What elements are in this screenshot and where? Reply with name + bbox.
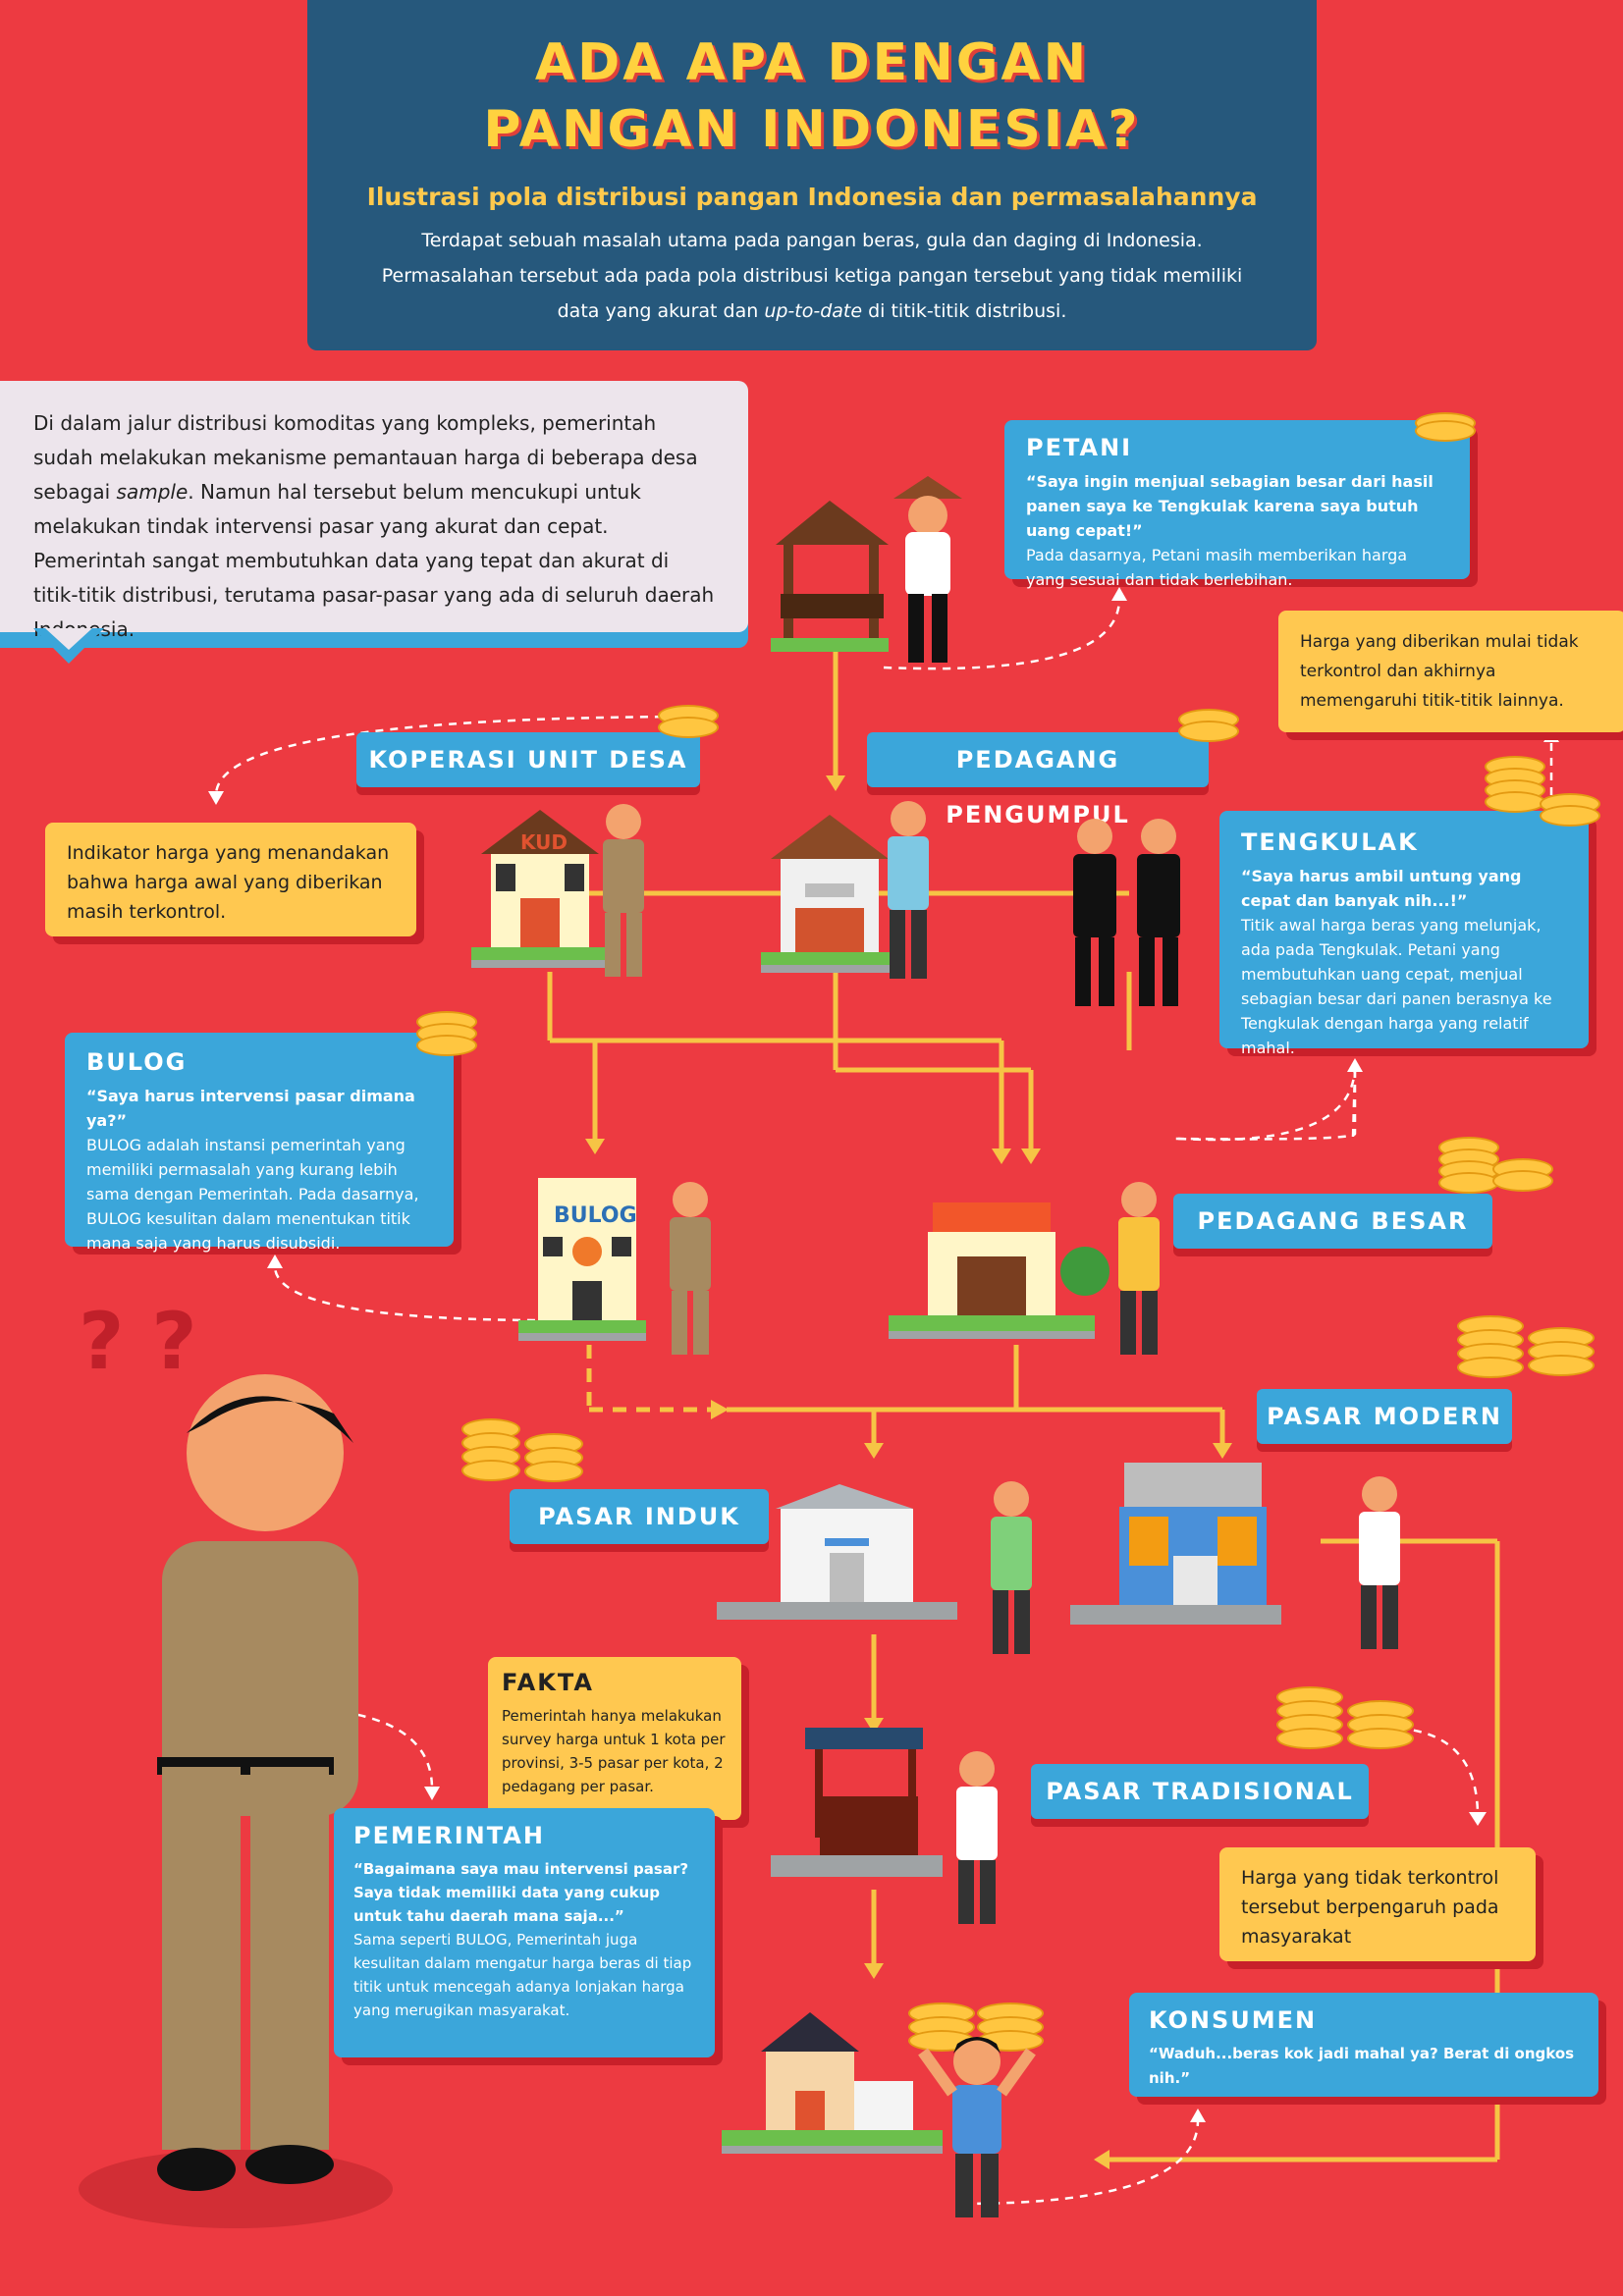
pasar-tradisional-figure [956, 1751, 998, 1924]
coin-icon [524, 1461, 583, 1482]
coin-icon [1485, 791, 1545, 813]
coin-icon [1492, 1170, 1553, 1192]
label-pedagang-besar: PEDAGANG BESAR [1173, 1194, 1492, 1249]
coin-icon [1540, 805, 1600, 827]
pasar-modern-building [1070, 1463, 1281, 1625]
tengkulak-body: Titik awal harga beras yang melunjak, ad… [1241, 916, 1552, 1057]
pemerintah-body: Sama seperti BULOG, Pemerintah juga kesu… [353, 1931, 692, 2019]
label-kud: KOPERASI UNIT DESA [356, 732, 700, 787]
label-pasar-tradisional: PASAR TRADISIONAL [1031, 1764, 1369, 1819]
tengkulak-box: TENGKULAK “Saya harus ambil untung yang … [1219, 811, 1589, 1057]
question-marks-icon: ? ? [79, 1296, 197, 1387]
bulog-quote: “Saya harus intervensi pasar dimana ya?” [86, 1087, 415, 1130]
coin-icon [1415, 420, 1476, 442]
title-line-1: ADA APA DENGAN [534, 33, 1090, 92]
bulog-body: BULOG adalah instansi pemerintah yang me… [86, 1136, 419, 1253]
konsumen-quote: “Waduh...beras kok jadi mahal ya? Berat … [1149, 2045, 1575, 2087]
kud-officer-figure [603, 804, 644, 977]
intro-speech-box: Di dalam jalur distribusi komoditas yang… [0, 381, 748, 641]
pedagang-besar-building [889, 1202, 1109, 1339]
bulog-title: BULOG [86, 1048, 188, 1076]
pasar-induk-building [717, 1484, 957, 1620]
konsumen-figure [918, 2037, 1036, 2217]
note-uncontrolled: Harga yang diberikan mulai tidak terkont… [1278, 611, 1623, 732]
coin-icon [416, 1035, 477, 1056]
petani-quote: “Saya ingin menjual sebagian besar dari … [1026, 472, 1434, 540]
petani-title: PETANI [1026, 434, 1133, 461]
note-controlled: Indikator harga yang menandakan bahwa ha… [45, 823, 416, 936]
title-line-2: PANGAN INDONESIA? [483, 100, 1141, 159]
note-society: Harga yang tidak terkontrol tersebut ber… [1219, 1847, 1536, 1961]
bulog-box: BULOG “Saya harus intervensi pasar diman… [65, 1033, 454, 1253]
coin-icon [1347, 1728, 1414, 1749]
konsumen-box: KONSUMEN “Waduh...beras kok jadi mahal y… [1129, 1993, 1598, 2097]
petani-box: PETANI “Saya ingin menjual sebagian besa… [1004, 420, 1470, 589]
label-pasar-induk: PASAR INDUK [510, 1489, 769, 1544]
fakta-box: FAKTA Pemerintah hanya melakukan survey … [488, 1657, 741, 1820]
coin-icon [461, 1460, 520, 1481]
speech-tail-inner [45, 628, 92, 650]
pemerintah-box: PEMERINTAH “Bagaimana saya mau intervens… [334, 1808, 715, 2057]
intro-text: Di dalam jalur distribusi komoditas yang… [33, 411, 715, 641]
page-title: ADA APA DENGAN PANGAN INDONESIA? [307, 29, 1317, 163]
label-pengumpul: PEDAGANG PENGUMPUL [867, 732, 1209, 828]
header-description: Terdapat sebuah masalah utama pada panga… [381, 230, 1243, 322]
tengkulak-figures [1073, 819, 1180, 1006]
pedagang-besar-figure [1118, 1182, 1160, 1355]
petani-body: Pada dasarnya, Petani masih memberikan h… [1026, 546, 1408, 589]
pasar-induk-figure [991, 1481, 1032, 1654]
page-subtitle: Ilustrasi pola distribusi pangan Indones… [366, 183, 1258, 211]
bulog-officer-figure [670, 1182, 711, 1355]
kud-sign: KUD [520, 830, 568, 854]
konsumen-house [722, 2012, 943, 2154]
pasar-tradisional-stall [771, 1728, 943, 1877]
fakta-body: Pemerintah hanya melakukan survey harga … [502, 1707, 726, 1795]
coin-icon [1438, 1172, 1499, 1194]
pemerintah-figure [79, 1374, 393, 2228]
pasar-modern-figure [1359, 1476, 1400, 1649]
coin-icon [1457, 1357, 1524, 1378]
tengkulak-title: TENGKULAK [1241, 828, 1419, 856]
pengumpul-building [761, 815, 898, 973]
bulog-sign: BULOG [554, 1203, 637, 1228]
konsumen-title: KONSUMEN [1149, 2006, 1318, 2034]
gazebo-illustration [771, 501, 889, 652]
bulog-building: BULOG [518, 1178, 646, 1341]
tengkulak-quote: “Saya harus ambil untung yang cepat dan … [1241, 867, 1522, 910]
label-pasar-modern: PASAR MODERN [1257, 1389, 1512, 1444]
kud-building: KUD [471, 810, 609, 968]
coin-icon [1276, 1728, 1343, 1749]
pemerintah-title: PEMERINTAH [353, 1822, 545, 1849]
pengumpul-figure [888, 801, 929, 979]
coin-icon [658, 717, 719, 738]
pemerintah-quote: “Bagaimana saya mau intervensi pasar? Sa… [353, 1860, 689, 1925]
coin-icon [1178, 721, 1239, 742]
coin-icon [1528, 1355, 1595, 1376]
header-panel: ADA APA DENGAN PANGAN INDONESIA? Ilustra… [307, 0, 1317, 350]
fakta-title: FAKTA [502, 1669, 594, 1696]
farmer-figure [893, 476, 962, 663]
